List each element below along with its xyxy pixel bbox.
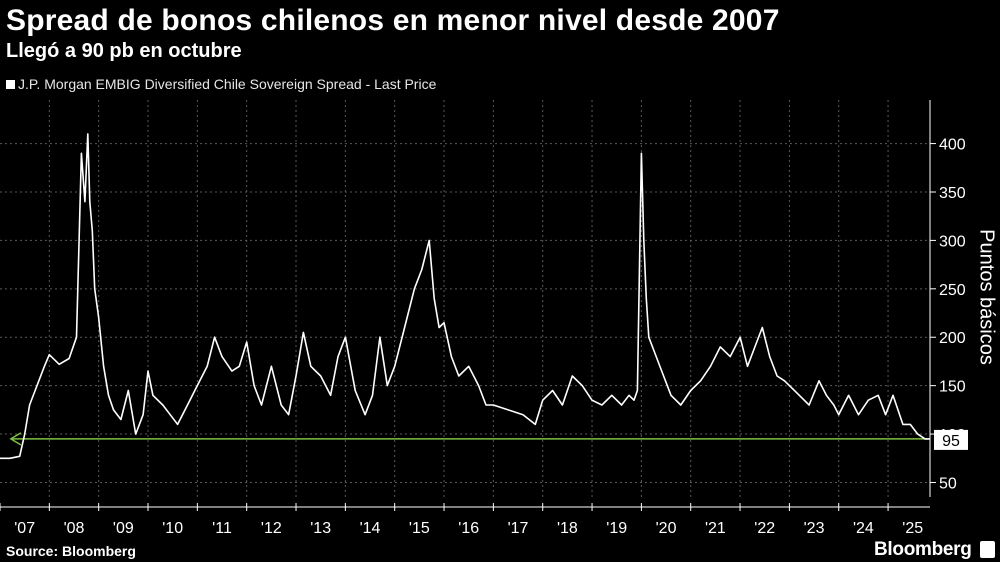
x-tick-label: '11 <box>212 520 232 537</box>
x-tick-label: '19 <box>606 520 627 537</box>
bloomberg-logo: Bloomberg <box>874 539 972 560</box>
y-tick-label: 400 <box>939 137 966 154</box>
y-tick-label: 250 <box>939 282 966 299</box>
reference-arrowhead <box>9 432 22 446</box>
x-tick-label: '17 <box>508 520 529 537</box>
x-tick-label: '08 <box>64 520 85 537</box>
last-value-label: 95 <box>942 433 960 450</box>
y-axis-title: Puntos básicos <box>975 229 998 365</box>
x-tick-label: '16 <box>458 520 479 537</box>
x-tick-label: '22 <box>754 520 775 537</box>
y-tick-label: 300 <box>939 233 966 250</box>
x-tick-label: '24 <box>853 520 874 537</box>
legend: J.P. Morgan EMBIG Diversified Chile Sove… <box>6 76 436 92</box>
x-tick-label: '10 <box>162 520 183 537</box>
legend-label: J.P. Morgan EMBIG Diversified Chile Sove… <box>18 76 437 92</box>
x-tick-label: '07 <box>14 520 35 537</box>
y-tick-label: 50 <box>939 475 957 492</box>
last-value-box <box>934 429 968 450</box>
source-note: Source: Bloomberg <box>6 543 136 559</box>
x-tick-label: '23 <box>804 520 825 537</box>
gridlines <box>0 100 936 511</box>
x-tick-label: '15 <box>409 520 430 537</box>
x-tick-label: '20 <box>656 520 677 537</box>
x-tick-label: '21 <box>705 520 726 537</box>
x-tick-label: '09 <box>113 520 134 537</box>
x-tick-label: '13 <box>310 520 331 537</box>
x-tick-label: '12 <box>261 520 282 537</box>
y-tick-label: 200 <box>939 330 966 347</box>
x-tick-label: '14 <box>360 520 381 537</box>
y-tick-label: 150 <box>939 379 966 396</box>
x-tick-label: '25 <box>902 520 923 537</box>
series-line <box>0 133 930 460</box>
chart-title: Spread de bonos chilenos en menor nivel … <box>6 4 780 37</box>
y-tick-label: 350 <box>939 185 966 202</box>
bloomberg-logo-icon <box>980 541 995 558</box>
x-tick-label: '18 <box>557 520 578 537</box>
legend-swatch <box>6 79 15 89</box>
chart-subtitle: Llegó a 90 pb en octubre <box>6 40 242 62</box>
